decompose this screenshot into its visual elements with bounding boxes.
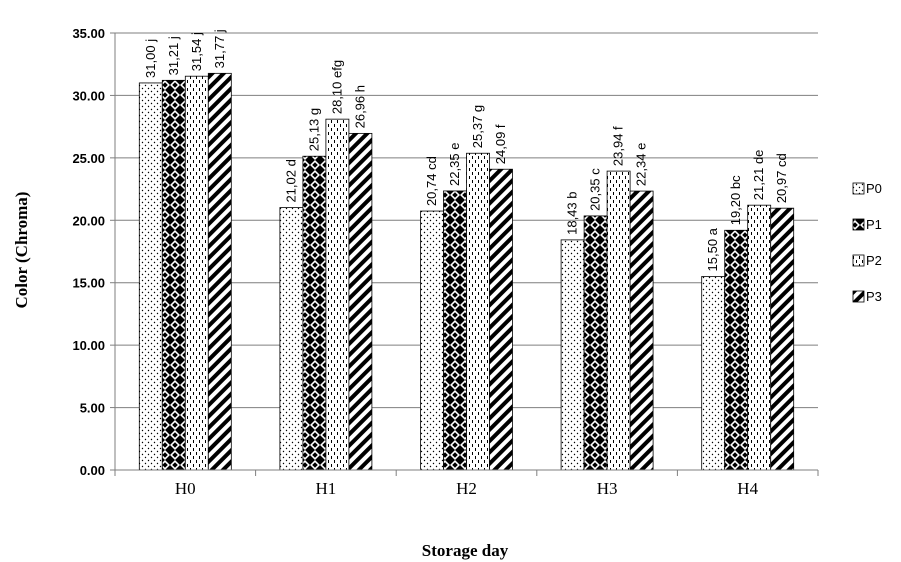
y-tick-label: 25.00 xyxy=(72,151,105,166)
x-category-label: H3 xyxy=(597,479,618,498)
y-tick-label: 20.00 xyxy=(72,213,105,228)
data-label: 20,35 c xyxy=(588,168,603,211)
bar-p2-h2 xyxy=(466,152,490,471)
x-category-label: H4 xyxy=(737,479,758,498)
legend-swatch-p2 xyxy=(852,254,865,267)
legend-label-p3: P3 xyxy=(866,289,882,304)
y-tick-label: 0.00 xyxy=(80,463,105,478)
y-tick-label: 35.00 xyxy=(72,26,105,41)
data-label: 26,96 h xyxy=(352,85,367,128)
legend-label-p1: P1 xyxy=(866,217,882,232)
bars-group xyxy=(138,72,795,471)
bar-p0-h0 xyxy=(138,82,163,471)
bar-p2-h1 xyxy=(325,118,350,471)
data-label: 31,00 j xyxy=(143,39,158,78)
bar-p1-h1 xyxy=(302,155,327,471)
x-category-label: H1 xyxy=(316,479,337,498)
data-label: 28,10 efg xyxy=(329,60,344,114)
bar-p3-h1 xyxy=(348,132,373,471)
data-label: 25,13 g xyxy=(306,108,321,151)
bar-p1-h0 xyxy=(161,79,186,471)
data-label: 21,02 d xyxy=(283,159,298,202)
data-label: 24,09 f xyxy=(493,124,508,164)
x-axis-title: Storage day xyxy=(422,541,509,560)
data-label: 31,54 j xyxy=(189,32,204,71)
y-axis: 0.00 5.00 10.00 15.00 20.00 25.00 30.00 35.00 xyxy=(72,26,116,478)
bar-p3-h2 xyxy=(489,168,513,471)
bar-p1-h2 xyxy=(443,190,467,471)
legend-swatch-p0 xyxy=(852,182,865,195)
data-label: 23,94 f xyxy=(611,126,626,166)
bar-p0-h3 xyxy=(560,239,585,471)
bar-p1-h3 xyxy=(583,215,608,471)
y-tick-label: 5.00 xyxy=(80,401,105,416)
bar-p0-h1 xyxy=(279,207,304,471)
data-label: 22,35 e xyxy=(447,143,462,186)
legend-label-p0: P0 xyxy=(866,181,882,196)
bar-p0-h4 xyxy=(701,276,726,471)
bar-p3-h0 xyxy=(207,72,232,471)
bar-p3-h4 xyxy=(770,207,795,471)
legend-label-p2: P2 xyxy=(866,253,882,268)
data-label: 20,97 cd xyxy=(774,153,789,203)
bar-p2-h0 xyxy=(184,75,209,471)
legend-swatch-p3 xyxy=(852,290,865,303)
bar-p2-h3 xyxy=(606,170,631,471)
x-category-label: H2 xyxy=(456,479,477,498)
data-labels-group: 31,00 j 31,21 j 31,54 j 31,77 j 21,02 d 25,13… xyxy=(143,29,789,271)
data-label: 21,21 de xyxy=(751,150,766,201)
data-label: 22,34 e xyxy=(634,143,649,186)
data-label: 25,37 g xyxy=(470,105,485,148)
legend: P0 P1 P2 P3 xyxy=(852,181,882,304)
data-label: 20,74 cd xyxy=(424,156,439,206)
y-tick-label: 10.00 xyxy=(72,338,105,353)
bar-p2-h4 xyxy=(747,204,772,471)
legend-swatch-p1 xyxy=(852,218,865,231)
data-label: 15,50 a xyxy=(705,227,720,271)
x-category-label: H0 xyxy=(175,479,196,498)
x-axis: H0 H1 H2 H3 H4 xyxy=(114,469,819,498)
data-label: 31,77 j xyxy=(212,29,227,68)
y-tick-label: 15.00 xyxy=(72,276,105,291)
bar-p1-h4 xyxy=(724,229,749,471)
data-label: 18,43 b xyxy=(565,192,580,235)
bar-p3-h3 xyxy=(629,190,654,471)
data-label: 19,20 bc xyxy=(728,175,743,225)
data-label: 31,21 j xyxy=(166,36,181,75)
y-axis-title: Color (Chroma) xyxy=(12,192,31,309)
bar-p0-h2 xyxy=(420,210,444,471)
y-tick-label: 30.00 xyxy=(72,88,105,103)
